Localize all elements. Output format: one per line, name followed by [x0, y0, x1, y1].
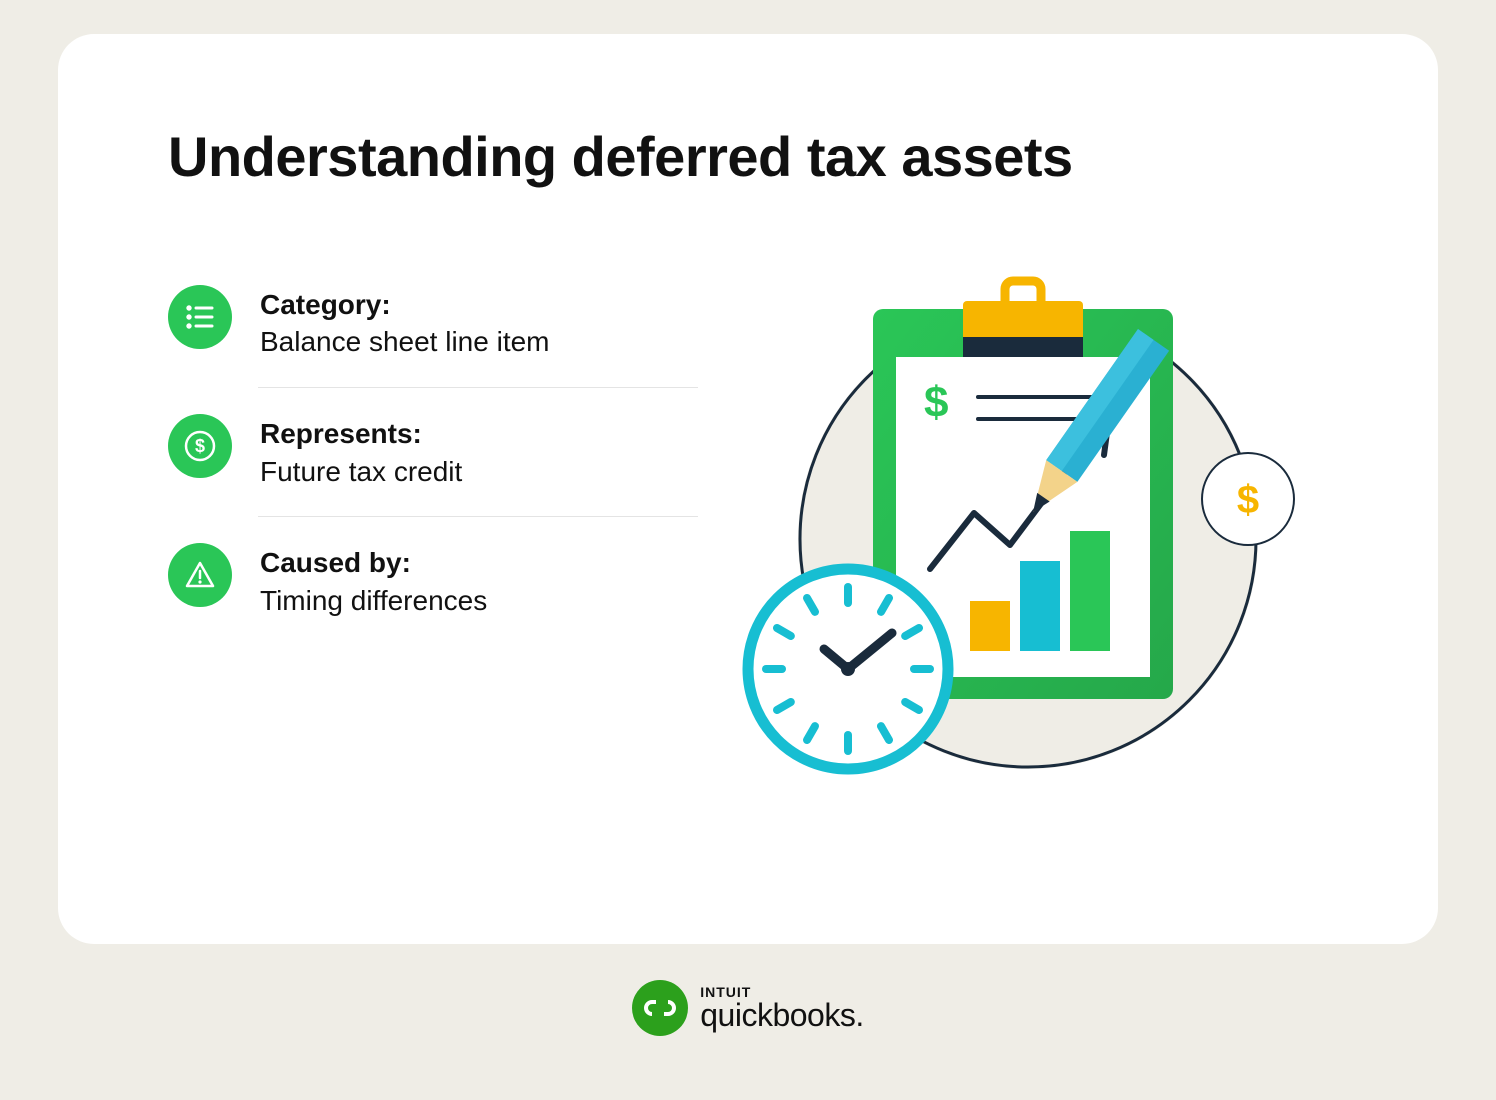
info-card: Understanding deferred tax assets: [58, 34, 1438, 944]
attribute-list: Category: Balance sheet line item $ Repr…: [168, 259, 678, 884]
item-label: Caused by:: [260, 545, 487, 581]
brand-logo: INTUIT quickbooks.: [632, 980, 863, 1036]
list-item-category: Category: Balance sheet line item: [168, 259, 678, 387]
item-label: Represents:: [260, 416, 462, 452]
list-item-caused-by: Caused by: Timing differences: [168, 517, 678, 645]
svg-text:$: $: [195, 436, 205, 456]
clipboard-illustration: $$: [708, 249, 1308, 789]
item-text: Category: Balance sheet line item: [260, 285, 550, 361]
item-text: Represents: Future tax credit: [260, 414, 462, 490]
item-value: Future tax credit: [260, 453, 462, 491]
item-value: Balance sheet line item: [260, 323, 550, 361]
item-text: Caused by: Timing differences: [260, 543, 487, 619]
warning-icon: [168, 543, 232, 607]
content-row: Category: Balance sheet line item $ Repr…: [168, 259, 1328, 884]
svg-text:$: $: [924, 378, 948, 427]
item-label: Category:: [260, 287, 550, 323]
logo-text: INTUIT quickbooks.: [700, 985, 863, 1031]
logo-line2: quickbooks.: [700, 999, 863, 1031]
list-icon: [168, 285, 232, 349]
svg-text:$: $: [1237, 478, 1259, 522]
dollar-icon: $: [168, 414, 232, 478]
illustration: $$: [678, 259, 1328, 884]
page-title: Understanding deferred tax assets: [168, 124, 1328, 189]
item-value: Timing differences: [260, 582, 487, 620]
quickbooks-glyph-icon: [632, 980, 688, 1036]
list-item-represents: $ Represents: Future tax credit: [168, 388, 678, 516]
